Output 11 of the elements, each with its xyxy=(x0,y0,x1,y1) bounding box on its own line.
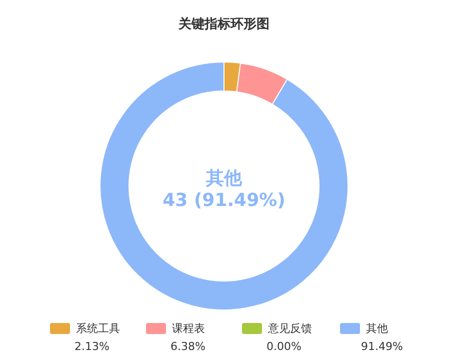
legend-label: 其他 xyxy=(366,322,388,335)
chart-title: 关键指标环形图 xyxy=(178,16,270,32)
legend-label: 意见反馈 xyxy=(267,322,312,335)
data-label: 2.13% xyxy=(74,340,110,353)
legend-label: 课程表 xyxy=(172,322,205,335)
text: 43 (91.49%) xyxy=(162,190,286,211)
text: 其他 xyxy=(205,168,243,189)
text: 0.00% xyxy=(266,340,302,353)
data-label: 6.38% xyxy=(170,340,206,353)
legend-label: 系统工具 xyxy=(76,322,120,335)
data-label: 91.49% xyxy=(361,340,403,353)
